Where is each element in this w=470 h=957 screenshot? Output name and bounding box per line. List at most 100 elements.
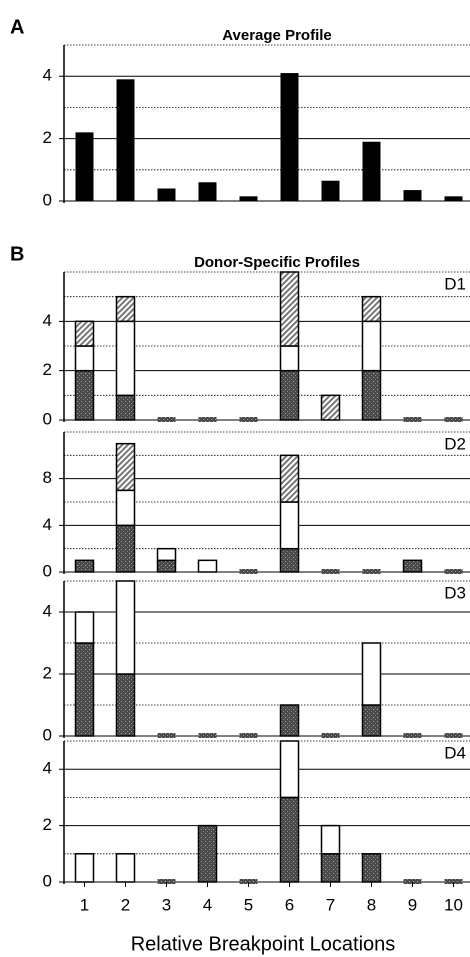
bar [157, 188, 176, 201]
bar-segment [74, 345, 95, 372]
zero-marker [444, 879, 463, 884]
zero-marker [157, 879, 176, 884]
bar-segment [115, 489, 136, 527]
bar [116, 79, 135, 201]
bar-segment [115, 853, 136, 883]
zero-marker [444, 417, 463, 422]
x-tick-label: 7 [326, 895, 335, 914]
bar-segment [361, 295, 382, 323]
x-axis-label: Relative Breakpoint Locations [131, 933, 396, 955]
panel-name: D4 [444, 743, 466, 762]
y-tick-label: 0 [43, 725, 52, 744]
bar-segment [115, 442, 136, 492]
bar [321, 180, 340, 201]
x-tick-label: 9 [408, 895, 417, 914]
bar [239, 196, 258, 201]
bar-segment [320, 853, 341, 883]
panel-name: D2 [444, 434, 466, 453]
bar-segment [74, 611, 95, 644]
y-tick-label: 4 [43, 311, 52, 330]
zero-marker [198, 417, 217, 422]
bar-segment [279, 704, 300, 737]
y-tick-label: 0 [43, 190, 52, 209]
y-tick-label: 0 [43, 871, 52, 890]
chart-title: Average Profile [222, 27, 332, 44]
x-tick-label: 8 [367, 895, 376, 914]
bar-segment [279, 796, 300, 883]
zero-marker [239, 417, 258, 422]
panel-name: D3 [444, 583, 466, 602]
bar-segment [320, 824, 341, 855]
y-tick-label: 2 [43, 128, 52, 147]
y-tick-label: 2 [43, 663, 52, 682]
bar-segment [361, 320, 382, 372]
zero-marker [321, 569, 340, 574]
bar-segment [156, 547, 177, 562]
x-tick-label: 10 [444, 895, 463, 914]
bar-segment [115, 295, 136, 323]
y-tick-label: 0 [43, 409, 52, 428]
x-tick-label: 3 [162, 895, 171, 914]
zero-marker [403, 879, 422, 884]
zero-marker [362, 569, 381, 574]
bar-segment [156, 559, 177, 573]
bar-segment [279, 454, 300, 503]
bar-segment [74, 642, 95, 737]
zero-marker [321, 733, 340, 738]
zero-marker [198, 733, 217, 738]
bar-segment [402, 559, 423, 573]
bar-segment [361, 853, 382, 883]
zero-marker [444, 733, 463, 738]
zero-marker [403, 733, 422, 738]
panel-name: D1 [444, 274, 466, 293]
bar [280, 73, 299, 201]
y-tick-label: 4 [43, 601, 52, 620]
panel-label: B [10, 243, 24, 265]
bar-segment [279, 345, 300, 372]
bar-segment [115, 394, 136, 421]
x-tick-label: 2 [121, 895, 130, 914]
y-tick-label: 2 [43, 815, 52, 834]
x-tick-label: 6 [285, 895, 294, 914]
bar-segment [279, 369, 300, 421]
bar-segment [197, 824, 218, 883]
bar [198, 182, 217, 201]
bar-segment [115, 580, 136, 675]
bar-segment [115, 524, 136, 573]
bar-segment [197, 559, 218, 573]
bar-segment [279, 271, 300, 347]
zero-marker [157, 417, 176, 422]
y-tick-label: 0 [43, 561, 52, 580]
bar-segment [361, 704, 382, 737]
zero-marker [239, 879, 258, 884]
bar [362, 141, 381, 201]
bar-segment [361, 642, 382, 706]
bar-segment [115, 320, 136, 397]
bar-segment [74, 320, 95, 347]
bar-segment [320, 394, 341, 421]
panel-label: A [10, 16, 24, 38]
bar-segment [74, 369, 95, 421]
y-tick-label: 4 [43, 759, 52, 778]
bar [444, 196, 463, 201]
zero-marker [239, 733, 258, 738]
x-tick-label: 5 [244, 895, 253, 914]
y-tick-label: 4 [43, 515, 52, 534]
zero-marker [239, 569, 258, 574]
zero-marker [157, 733, 176, 738]
bar-segment [279, 501, 300, 550]
zero-marker [403, 417, 422, 422]
bar-segment [279, 547, 300, 573]
bar-segment [74, 559, 95, 573]
y-tick-label: 4 [43, 66, 52, 85]
y-tick-label: 8 [43, 468, 52, 487]
bar [403, 190, 422, 201]
zero-marker [444, 569, 463, 574]
chart-title: Donor-Specific Profiles [194, 254, 360, 271]
bar-segment [279, 740, 300, 799]
y-tick-label: 2 [43, 360, 52, 379]
bar [75, 132, 94, 201]
bar-segment [115, 673, 136, 737]
x-tick-label: 4 [203, 895, 212, 914]
